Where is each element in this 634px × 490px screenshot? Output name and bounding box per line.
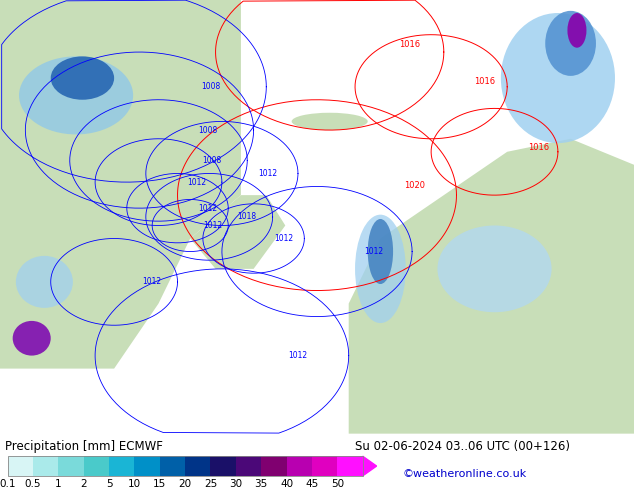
Text: 40: 40 xyxy=(280,479,293,490)
Polygon shape xyxy=(0,0,241,368)
Ellipse shape xyxy=(567,13,586,48)
Text: 1008: 1008 xyxy=(201,82,220,91)
Bar xyxy=(312,456,337,476)
Text: 1012: 1012 xyxy=(365,247,384,256)
Bar xyxy=(8,456,363,476)
Text: 25: 25 xyxy=(204,479,217,490)
Polygon shape xyxy=(190,195,285,269)
Bar xyxy=(33,456,58,476)
Text: 1018: 1018 xyxy=(238,212,257,221)
Text: 1016: 1016 xyxy=(474,77,495,86)
Bar xyxy=(160,456,185,476)
Text: 30: 30 xyxy=(230,479,242,490)
Text: 1012: 1012 xyxy=(204,221,223,230)
Text: 1012: 1012 xyxy=(198,204,217,213)
Text: 0.5: 0.5 xyxy=(25,479,41,490)
Bar xyxy=(287,456,312,476)
Text: Su 02-06-2024 03..06 UTC (00+126): Su 02-06-2024 03..06 UTC (00+126) xyxy=(355,441,570,453)
Bar xyxy=(134,456,160,476)
Text: 0.1: 0.1 xyxy=(0,479,16,490)
Bar xyxy=(58,456,84,476)
Ellipse shape xyxy=(368,219,393,284)
Text: Precipitation [mm] ECMWF: Precipitation [mm] ECMWF xyxy=(5,441,163,453)
Polygon shape xyxy=(363,456,377,476)
Text: 1016: 1016 xyxy=(528,143,550,152)
Text: 35: 35 xyxy=(255,479,268,490)
Ellipse shape xyxy=(545,11,596,76)
Text: 45: 45 xyxy=(306,479,318,490)
Text: 15: 15 xyxy=(153,479,166,490)
Ellipse shape xyxy=(501,13,615,143)
Bar xyxy=(109,456,134,476)
Text: 50: 50 xyxy=(331,479,344,490)
Bar xyxy=(84,456,109,476)
Text: 1: 1 xyxy=(55,479,61,490)
Text: 1012: 1012 xyxy=(143,277,162,286)
Bar xyxy=(261,456,287,476)
Text: 10: 10 xyxy=(128,479,141,490)
Text: 1012: 1012 xyxy=(187,178,206,187)
Text: 1012: 1012 xyxy=(288,351,307,360)
Text: 1012: 1012 xyxy=(258,169,277,178)
Bar xyxy=(210,456,236,476)
Bar xyxy=(236,456,261,476)
Ellipse shape xyxy=(355,215,406,323)
Ellipse shape xyxy=(51,56,114,100)
Bar xyxy=(337,456,363,476)
Bar xyxy=(185,456,210,476)
Ellipse shape xyxy=(19,56,133,134)
Text: ©weatheronline.co.uk: ©weatheronline.co.uk xyxy=(403,468,527,479)
Text: 1020: 1020 xyxy=(404,181,425,190)
Text: 1012: 1012 xyxy=(275,234,294,243)
Bar xyxy=(8,456,33,476)
Ellipse shape xyxy=(437,225,552,312)
Ellipse shape xyxy=(13,321,51,356)
Ellipse shape xyxy=(16,256,73,308)
Ellipse shape xyxy=(292,113,368,130)
Polygon shape xyxy=(349,139,634,434)
Text: 1016: 1016 xyxy=(399,40,420,49)
Text: 1008: 1008 xyxy=(198,125,217,135)
Text: 5: 5 xyxy=(106,479,112,490)
Text: 20: 20 xyxy=(179,479,191,490)
Text: 1008: 1008 xyxy=(202,156,221,165)
Text: 2: 2 xyxy=(81,479,87,490)
